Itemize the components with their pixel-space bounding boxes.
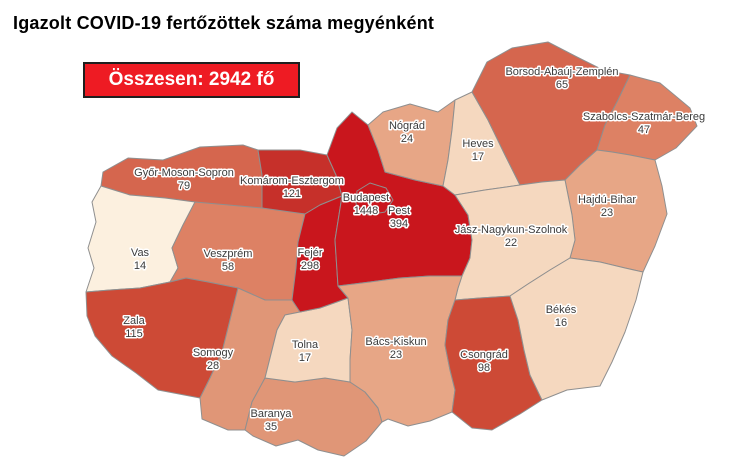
county-label-nograd: Nógrád: [389, 120, 425, 132]
county-label-vas: Vas: [131, 247, 150, 259]
county-value-szabolcs: 47: [638, 124, 650, 136]
county-label-baranya: Baranya: [251, 408, 293, 420]
county-label-borsod: Borsod-Abaúj-Zemplén: [505, 66, 618, 78]
county-value-nograd: 24: [401, 133, 413, 145]
county-shape-budapest: [355, 182, 394, 216]
county-label-bekes: Békés: [546, 304, 577, 316]
county-shape-fejer: [291, 195, 349, 313]
county-value-zala: 115: [125, 328, 143, 340]
county-value-bekes: 16: [555, 317, 567, 329]
county-value-fejer: 298: [301, 260, 319, 272]
county-label-budapest: Budapest: [343, 192, 389, 204]
county-shape-bekes: [509, 257, 644, 401]
county-label-pest: Pest: [388, 205, 410, 217]
county-label-csongrad: Csongrád: [460, 349, 508, 361]
county-label-veszprem: Veszprém: [204, 248, 253, 260]
county-value-bacs: 23: [390, 349, 402, 361]
county-value-pest: 394: [390, 218, 408, 230]
total-banner: Összesen: 2942 fő: [83, 62, 300, 98]
county-value-tolna: 17: [299, 352, 311, 364]
county-label-gyms: Győr-Moson-Sopron: [134, 167, 234, 179]
county-label-szabolcs: Szabolcs-Szatmár-Bereg: [583, 111, 705, 123]
county-value-budapest: 1448: [354, 205, 378, 217]
county-value-borsod: 65: [556, 79, 568, 91]
county-value-csongrad: 98: [478, 362, 490, 374]
county-value-gyms: 79: [178, 180, 190, 192]
county-label-komarom: Komárom-Esztergom: [240, 175, 344, 187]
county-label-zala: Zala: [123, 315, 145, 327]
county-value-heves: 17: [472, 151, 484, 163]
county-shape-hajdu: [564, 149, 668, 273]
county-value-jasz: 22: [505, 237, 517, 249]
county-label-heves: Heves: [462, 138, 494, 150]
county-label-jasz: Jász-Nagykun-Szolnok: [455, 224, 568, 236]
county-label-fejer: Fejér: [297, 247, 322, 259]
county-label-somogy: Somogy: [193, 347, 234, 359]
county-value-komarom: 121: [283, 188, 301, 200]
county-value-somogy: 28: [207, 360, 219, 372]
page-title: Igazolt COVID-19 fertőzöttek száma megyé…: [13, 13, 435, 33]
county-label-tolna: Tolna: [292, 339, 319, 351]
county-value-baranya: 35: [265, 421, 277, 433]
total-banner-label: Összesen: 2942 fő: [108, 69, 275, 90]
county-label-hajdu: Hajdú-Bihar: [578, 194, 636, 206]
county-label-bacs: Bács-Kiskun: [365, 336, 426, 348]
county-value-vas: 14: [134, 260, 146, 272]
county-value-veszprem: 58: [222, 261, 234, 273]
county-value-hajdu: 23: [601, 207, 613, 219]
